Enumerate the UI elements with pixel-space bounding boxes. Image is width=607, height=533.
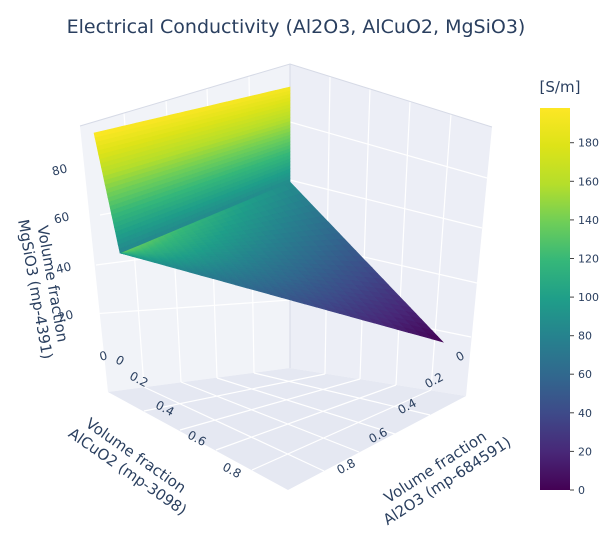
colorbar-tick-label: 120	[578, 253, 599, 266]
z-tick-label: 20	[57, 307, 75, 324]
colorbar-gradient	[540, 108, 570, 490]
gridline	[359, 88, 371, 380]
gridline	[289, 121, 488, 179]
z-axis-title: Volume fraction MgSiO3 (mp-4391)	[14, 215, 74, 361]
gridline	[253, 372, 431, 416]
colorbar-tick-label: 0	[578, 484, 585, 497]
z-tick-label: 0	[98, 348, 109, 363]
gridline	[395, 101, 411, 386]
colorbar-tick-label: 80	[578, 330, 592, 343]
colorbar-tick-label: 160	[578, 175, 599, 188]
colorbar: [S/m] 0 20 40 60 80 100 120 140 160 180	[540, 78, 599, 497]
surface-facet	[119, 252, 133, 257]
z-tick-label: 80	[51, 161, 69, 178]
gridline	[216, 377, 396, 435]
z-tick-label: 40	[55, 259, 73, 276]
gridline	[430, 113, 452, 391]
colorbar-tick-label: 60	[578, 368, 592, 381]
colorbar-title: [S/m]	[540, 78, 581, 96]
floor-pane	[108, 368, 466, 490]
conductivity-surface[interactable]	[93, 86, 444, 343]
gridline	[289, 179, 483, 229]
colorbar-tick-label: 40	[578, 407, 592, 420]
chart-title: Electrical Conductivity (Al2O3, AlCuO2, …	[67, 16, 526, 38]
z-tick-label: 60	[53, 209, 71, 226]
gridline	[215, 384, 397, 451]
gridline	[251, 389, 432, 471]
colorbar-tick-label: 100	[578, 291, 599, 304]
gridline	[143, 386, 325, 472]
gridline	[143, 373, 326, 412]
colorbar-tick-label: 140	[578, 214, 599, 227]
surface-facet	[282, 86, 291, 93]
colorbar-tick-label: 180	[578, 137, 599, 150]
colorbar-tick-label: 20	[578, 445, 592, 458]
gridline	[179, 378, 361, 431]
gridline	[180, 381, 360, 453]
z-axis-ticks: 80 60 40 20 0	[51, 161, 109, 363]
gridline	[91, 299, 291, 315]
colorbar-ticks: 0 20 40 60 80 100 120 140 160 180	[570, 137, 599, 497]
